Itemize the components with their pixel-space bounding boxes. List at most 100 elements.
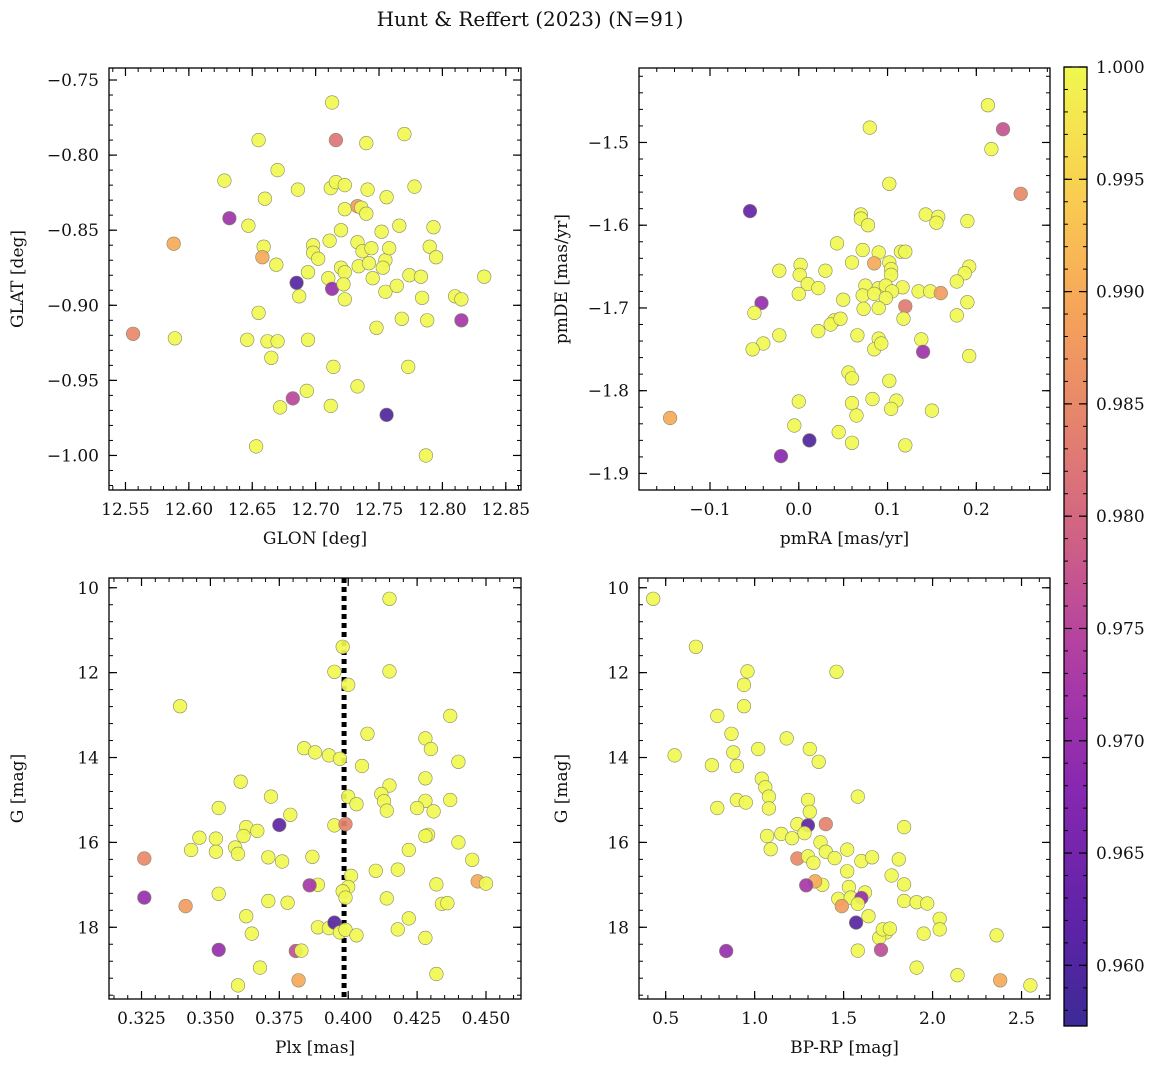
scatter-point <box>779 731 794 746</box>
scatter-point <box>929 215 944 230</box>
scatter-point <box>478 876 494 891</box>
scatter-point <box>359 136 374 151</box>
y-tick-label: 18 <box>607 918 629 938</box>
scatter-point <box>719 943 734 959</box>
scatter-point <box>270 163 285 178</box>
scatter-point <box>829 236 845 251</box>
scatter-point <box>173 699 188 714</box>
scatter-point <box>736 677 752 693</box>
scatter-point <box>280 895 295 910</box>
scatter-point <box>401 842 416 858</box>
scatter-point <box>418 828 433 844</box>
scatter-point <box>704 758 720 773</box>
scatter-point <box>1013 186 1028 201</box>
scatter-point <box>646 591 661 606</box>
scatter-point <box>192 830 207 845</box>
scatter-point <box>1023 978 1038 993</box>
x-tick-label: 12.65 <box>228 500 277 520</box>
scatter-point <box>369 320 384 335</box>
scatter-point <box>949 274 964 289</box>
scatter-point <box>364 241 379 256</box>
colorbar-tick-label: 0.960 <box>1096 956 1145 976</box>
scatter-point <box>792 267 807 283</box>
y-tick-label: 14 <box>77 749 99 769</box>
scatter-point <box>327 664 342 679</box>
figure-title: Hunt & Reffert (2023) (N=91) <box>377 7 684 31</box>
x-tick-label: 0.425 <box>393 1009 442 1029</box>
scatter-point <box>896 311 911 326</box>
scatter-point <box>898 244 913 259</box>
axes-frame <box>638 67 1051 491</box>
x-axis-label: Plx [mas] <box>275 1038 355 1058</box>
scatter-point <box>368 863 383 878</box>
scatter-point <box>292 289 307 304</box>
scatter-point <box>300 332 316 347</box>
y-tick-label: −1.6 <box>588 216 629 236</box>
scatter-point <box>724 726 739 741</box>
scatter-point <box>239 909 254 924</box>
scatter-point <box>896 877 912 892</box>
scatter-point <box>844 255 860 270</box>
x-tick-label: 0.350 <box>186 1009 235 1029</box>
scatter-point <box>291 973 306 988</box>
scatter-point <box>443 792 458 808</box>
scatter-point <box>410 800 425 816</box>
scatter-point <box>871 300 886 316</box>
y-tick-label: 12 <box>77 664 99 684</box>
scatter-point <box>440 895 455 911</box>
scatter-point <box>379 407 394 423</box>
scatter-point <box>864 850 880 865</box>
scatter-point <box>773 449 789 464</box>
colorbar-tick-label: 0.985 <box>1096 395 1145 415</box>
scatter-point <box>772 328 787 343</box>
scatter-point <box>873 942 889 957</box>
scatter-point <box>250 823 265 839</box>
scatter-point <box>252 960 268 975</box>
scatter-point <box>290 182 306 197</box>
scatter-point <box>337 292 352 307</box>
colorbar-tick-label: 0.980 <box>1096 507 1145 527</box>
scatter-point <box>850 328 865 343</box>
scatter-point <box>791 394 806 409</box>
scatter-point <box>379 190 394 205</box>
x-axis-label: pmRA [mas/yr] <box>780 529 909 549</box>
scatter-point <box>240 332 255 347</box>
colorbar-tick-label: 0.995 <box>1096 170 1145 190</box>
y-tick-label: 14 <box>607 749 629 769</box>
scatter-point <box>800 792 816 808</box>
scatter-point <box>418 448 434 463</box>
scatter-point <box>208 831 223 846</box>
scatter-point <box>261 850 276 865</box>
scatter-point <box>429 877 444 892</box>
scatter-point <box>184 842 199 858</box>
scatter-point <box>883 401 899 417</box>
scatter-point <box>270 334 285 349</box>
scatter-point <box>328 133 344 148</box>
scatter-point <box>454 292 469 307</box>
scatter-point <box>818 263 833 278</box>
scatter-point <box>980 98 996 113</box>
scatter-point <box>797 825 812 841</box>
x-tick-label: 12.75 <box>355 500 404 520</box>
scatter-point <box>856 301 871 316</box>
x-tick-label: 2.5 <box>1008 1009 1035 1029</box>
scatter-point <box>759 828 775 844</box>
scatter-point <box>375 260 390 275</box>
colorbar: 0.960 0.965 0.970 0.975 0.980 0.985 0.990 0.995… <box>1063 58 1145 1027</box>
scatter-point <box>914 332 929 347</box>
y-tick-label: 16 <box>77 833 99 853</box>
scatter-point <box>294 943 309 958</box>
x-tick-label: 0.325 <box>117 1009 166 1029</box>
scatter-point <box>429 250 444 265</box>
axes-frame <box>108 67 522 491</box>
scatter-point <box>924 403 940 418</box>
scatter-point <box>401 911 416 926</box>
scatter-point <box>273 400 288 415</box>
scatter-point <box>349 928 364 943</box>
colorbar-tick-label: 0.975 <box>1096 619 1145 639</box>
scatter-point <box>420 313 435 328</box>
scatter-point <box>751 741 766 757</box>
scatter-point <box>761 801 777 816</box>
y-tick-label: 18 <box>77 918 99 938</box>
scatter-point <box>251 133 266 148</box>
